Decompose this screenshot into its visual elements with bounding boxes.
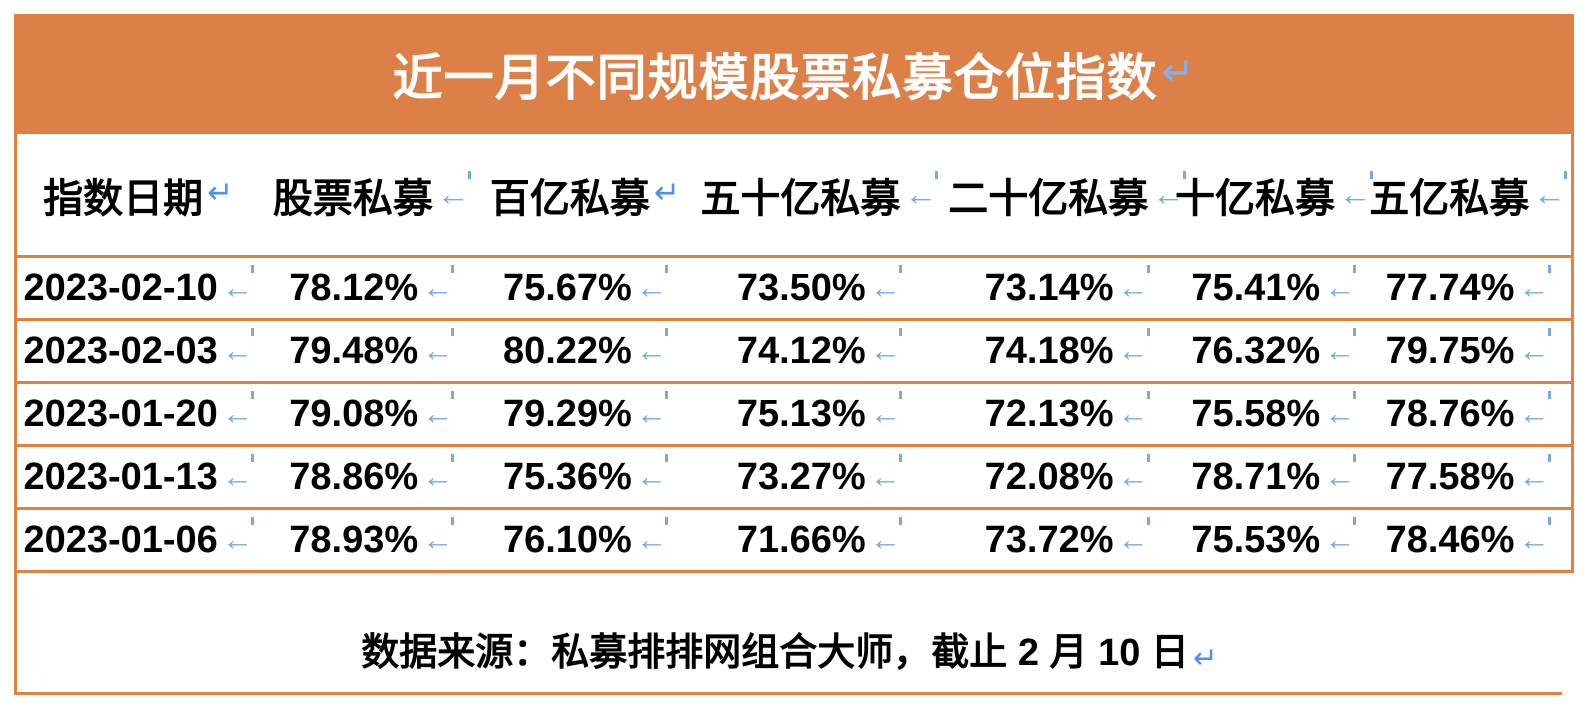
line-break-mark-icon: ↵ bbox=[1192, 642, 1218, 676]
column-header-stock-pe: 股票私募 ← bbox=[272, 171, 471, 221]
line-break-mark-icon: ← bbox=[1117, 265, 1150, 306]
value-cell: 72.13% ← bbox=[984, 391, 1150, 435]
table-row: 2023-01-06 ← 78.93% ← 76.10% ← 71.66% ← 73.7… bbox=[14, 510, 1574, 573]
line-break-mark-icon: ← bbox=[1117, 328, 1150, 369]
value-cell: 78.46% ← bbox=[1385, 517, 1551, 561]
line-break-mark-icon: ← bbox=[1338, 171, 1373, 213]
value-cell: 75.58% ← bbox=[1191, 391, 1357, 435]
value-cell: 75.41% ← bbox=[1191, 265, 1357, 309]
line-break-mark-icon: ← bbox=[1117, 454, 1150, 495]
table-header-row: 指数日期 ↵ 股票私募 ← 百亿私募 ↵ 五十亿私募 ← 二十亿私募 ← 十亿私… bbox=[14, 134, 1574, 258]
value-cell: 73.14% ← bbox=[984, 265, 1150, 309]
line-break-mark-icon: ← bbox=[635, 454, 669, 495]
line-break-mark-icon: ← bbox=[1324, 328, 1357, 369]
value-cell: 71.66% ← bbox=[736, 517, 903, 561]
value-cell: 78.86% ← bbox=[289, 454, 455, 498]
value-cell: 72.08% ← bbox=[984, 454, 1150, 498]
value-cell: 73.50% ← bbox=[736, 265, 903, 309]
value-cell: 78.12% ← bbox=[289, 265, 455, 309]
line-break-mark-icon: ↵ bbox=[207, 174, 234, 210]
value-cell: 78.76% ← bbox=[1385, 391, 1551, 435]
line-break-mark-icon: ← bbox=[422, 454, 455, 495]
line-break-mark-icon: ← bbox=[221, 265, 255, 306]
line-break-mark-icon: ← bbox=[221, 328, 255, 369]
column-header-1b: 十亿私募 ← bbox=[1174, 171, 1373, 221]
value-cell: 79.75% ← bbox=[1385, 328, 1551, 372]
value-cell: 77.58% ← bbox=[1385, 454, 1551, 498]
line-break-mark-icon: ← bbox=[1518, 265, 1551, 306]
line-break-mark-icon: ← bbox=[1324, 454, 1357, 495]
value-cell: 76.10% ← bbox=[502, 517, 669, 561]
line-break-mark-icon: ← bbox=[1518, 517, 1551, 558]
column-header-500m: 五亿私募 ← bbox=[1369, 171, 1567, 221]
line-break-mark-icon: ← bbox=[422, 391, 455, 432]
line-break-mark-icon: ← bbox=[221, 517, 255, 558]
line-break-mark-icon: ← bbox=[904, 171, 939, 213]
value-cell: 76.32% ← bbox=[1191, 328, 1357, 372]
line-break-mark-icon: ← bbox=[635, 517, 669, 558]
value-cell: 74.12% ← bbox=[736, 328, 903, 372]
line-break-mark-icon: ← bbox=[422, 265, 455, 306]
line-break-mark-icon: ← bbox=[436, 171, 471, 213]
column-header-date: 指数日期 ↵ bbox=[43, 174, 234, 221]
value-cell: 73.27% ← bbox=[736, 454, 903, 498]
date-cell: 2023-01-06 ← bbox=[23, 517, 255, 561]
column-header-10b: 百亿私募 ↵ bbox=[489, 174, 681, 221]
page-title: 近一月不同规模股票私募仓位指数 bbox=[392, 50, 1158, 106]
line-break-mark-icon: ← bbox=[869, 391, 903, 432]
line-break-mark-icon: ↵ bbox=[653, 174, 681, 210]
table-row: 2023-02-03 ← 79.48% ← 80.22% ← 74.12% ← 74.1… bbox=[14, 321, 1574, 384]
value-cell: 79.08% ← bbox=[289, 391, 455, 435]
column-header-2b: 二十亿私募 ← bbox=[948, 171, 1186, 221]
date-cell: 2023-01-20 ← bbox=[23, 391, 255, 435]
value-cell: 75.13% ← bbox=[736, 391, 903, 435]
value-cell: 75.53% ← bbox=[1191, 517, 1357, 561]
line-break-mark-icon: ← bbox=[1152, 171, 1186, 213]
position-index-table: 近一月不同规模股票私募仓位指数 ↵ 指数日期 ↵ 股票私募 ← 百亿私募 ↵ 五… bbox=[14, 14, 1574, 695]
value-cell: 79.48% ← bbox=[289, 328, 455, 372]
value-cell: 77.74% ← bbox=[1385, 265, 1551, 309]
line-break-mark-icon: ← bbox=[1533, 171, 1567, 213]
line-break-mark-icon: ← bbox=[869, 454, 903, 495]
table-row: 2023-01-20 ← 79.08% ← 79.29% ← 75.13% ← 72.1… bbox=[14, 384, 1574, 447]
line-break-mark-icon: ← bbox=[1518, 328, 1551, 369]
value-cell: 79.29% ← bbox=[502, 391, 669, 435]
date-cell: 2023-01-13 ← bbox=[23, 454, 255, 498]
line-break-mark-icon: ← bbox=[869, 328, 903, 369]
value-cell: 75.67% ← bbox=[502, 265, 669, 309]
value-cell: 73.72% ← bbox=[984, 517, 1150, 561]
value-cell: 80.22% ← bbox=[502, 328, 669, 372]
source-note: 数据来源：私募排排网组合大师，截止 2 月 10 日 bbox=[361, 632, 1189, 674]
line-break-mark-icon: ← bbox=[1518, 454, 1551, 495]
line-break-mark-icon: ← bbox=[635, 328, 669, 369]
line-break-mark-icon: ← bbox=[635, 391, 669, 432]
line-break-mark-icon: ↵ bbox=[1161, 50, 1196, 94]
line-break-mark-icon: ← bbox=[221, 391, 255, 432]
table-title-bar: 近一月不同规模股票私募仓位指数 ↵ bbox=[14, 14, 1574, 134]
line-break-mark-icon: ← bbox=[1518, 391, 1551, 432]
line-break-mark-icon: ← bbox=[422, 328, 455, 369]
date-cell: 2023-02-03 ← bbox=[23, 328, 255, 372]
column-header-5b: 五十亿私募 ← bbox=[700, 171, 939, 221]
value-cell: 78.71% ← bbox=[1191, 454, 1357, 498]
table-row: 2023-01-13 ← 78.86% ← 75.36% ← 73.27% ← 72.0… bbox=[14, 447, 1574, 510]
line-break-mark-icon: ← bbox=[869, 265, 903, 306]
line-break-mark-icon: ← bbox=[1324, 391, 1357, 432]
line-break-mark-icon: ← bbox=[1117, 391, 1150, 432]
value-cell: 74.18% ← bbox=[984, 328, 1150, 372]
line-break-mark-icon: ← bbox=[1324, 265, 1357, 306]
line-break-mark-icon: ← bbox=[635, 265, 669, 306]
line-break-mark-icon: ← bbox=[1117, 517, 1150, 558]
line-break-mark-icon: ← bbox=[221, 454, 255, 495]
table-row: 2023-02-10 ← 78.12% ← 75.67% ← 73.50% ← 73.1… bbox=[14, 258, 1574, 321]
date-cell: 2023-02-10 ← bbox=[23, 265, 255, 309]
line-break-mark-icon: ← bbox=[869, 517, 903, 558]
line-break-mark-icon: ← bbox=[422, 517, 455, 558]
line-break-mark-icon: ← bbox=[1324, 517, 1357, 558]
source-note-row: 数据来源：私募排排网组合大师，截止 2 月 10 日 ↵ bbox=[14, 573, 1562, 695]
value-cell: 78.93% ← bbox=[289, 517, 455, 561]
value-cell: 75.36% ← bbox=[502, 454, 669, 498]
